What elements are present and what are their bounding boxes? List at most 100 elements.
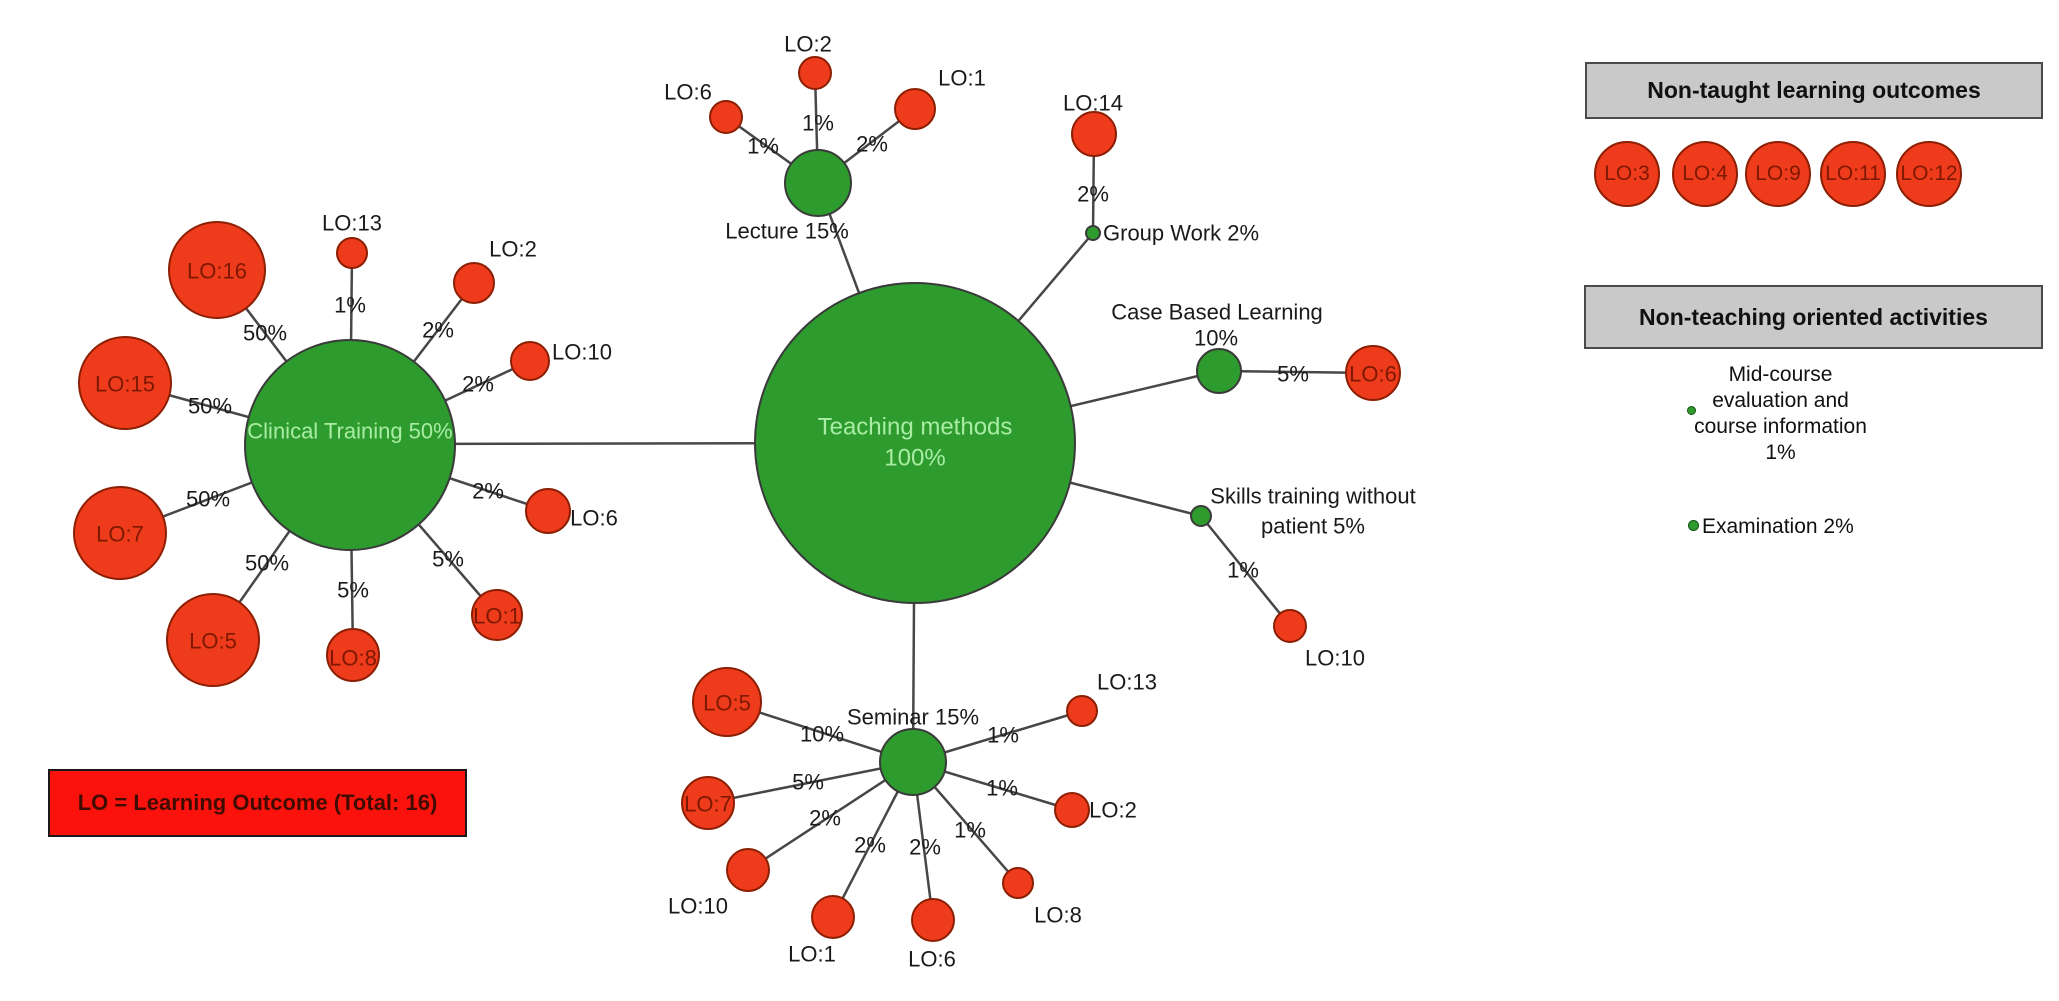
legend-box: LO = Learning Outcome (Total: 16) (48, 769, 467, 837)
lo-node (798, 56, 832, 90)
percent-label: 50% (188, 394, 232, 419)
percent-label: 50% (245, 551, 289, 576)
lo-label: LO:14 (1063, 91, 1123, 116)
lo-label: LO:10 (668, 894, 728, 919)
percent-label: 1% (747, 134, 779, 159)
teaching-methods-pct: 100% (884, 445, 945, 472)
examination-label: Examination 2% (1702, 515, 1854, 538)
lo-node (168, 221, 266, 319)
non-taught-lo-circle: LO:12 (1896, 141, 1962, 207)
node-seminar (879, 728, 947, 796)
lo-label: LO:13 (322, 211, 382, 236)
lo-node (811, 895, 855, 939)
lo-label: LO:5 (189, 629, 237, 654)
lo-label: LO:2 (784, 32, 832, 57)
percent-label: 1% (1227, 558, 1259, 583)
lo-node (510, 341, 550, 381)
lo-node (73, 486, 167, 580)
lo-label: LO:1 (938, 66, 986, 91)
lo-label: LO:6 (1349, 362, 1397, 387)
lo-label: LO:5 (703, 691, 751, 716)
lo-node (453, 262, 495, 304)
non-teaching-title: Non-teaching oriented activities (1639, 303, 1988, 330)
mid-course-label: Mid-course evaluation and course informa… (1663, 362, 1898, 466)
non-taught-lo-circle: LO:3 (1594, 141, 1660, 207)
lo-label: LO:15 (95, 372, 155, 397)
lo-label: LO:12 (1900, 162, 1958, 185)
percent-label: 1% (954, 818, 986, 843)
lo-node (726, 848, 770, 892)
skills-label: Skills training without (1210, 484, 1415, 509)
skills-pct: patient 5% (1261, 514, 1365, 539)
case-based-label: Case Based Learning (1111, 300, 1323, 325)
node-teaching-methods (754, 282, 1076, 604)
lo-node (1066, 695, 1098, 727)
mid-course-dot (1687, 406, 1696, 415)
node-clinical-training (244, 339, 456, 551)
lo-label: LO:16 (187, 259, 247, 284)
percent-label: 1% (987, 723, 1019, 748)
node-lecture (784, 149, 852, 217)
lo-label: LO:1 (473, 604, 521, 629)
lo-label: LO:3 (1604, 162, 1650, 185)
clinical-training-label: Clinical Training 50% (247, 419, 452, 444)
teaching-methods-label: Teaching methods (818, 414, 1013, 441)
percent-label: 2% (462, 372, 494, 397)
percent-label: 2% (856, 132, 888, 157)
lo-label: LO:13 (1097, 670, 1157, 695)
lo-label: LO:2 (1089, 798, 1137, 823)
lo-label: LO:2 (489, 237, 537, 262)
lo-label: LO:6 (570, 506, 618, 531)
lo-label: LO:7 (684, 792, 732, 817)
lo-node (1345, 345, 1401, 401)
mid-course-line: 1% (1765, 441, 1796, 464)
node-case-based-learning (1196, 348, 1242, 394)
percent-label: 2% (422, 318, 454, 343)
lo-label: LO:10 (552, 340, 612, 365)
lo-node (336, 237, 368, 269)
node-skills-training (1190, 505, 1212, 527)
percent-label: 1% (802, 111, 834, 136)
lo-node (78, 336, 172, 430)
lo-label: LO:9 (1755, 162, 1801, 185)
mid-course-line: evaluation and (1712, 389, 1849, 412)
lo-label: LO:11 (1825, 162, 1881, 185)
lo-node (471, 589, 523, 641)
percent-label: 50% (243, 321, 287, 346)
percent-label: 2% (472, 479, 504, 504)
mid-course-line: course information (1694, 415, 1867, 438)
lo-node (692, 667, 762, 737)
non-taught-title: Non-taught learning outcomes (1647, 77, 1981, 103)
percent-label: 1% (334, 293, 366, 318)
lo-node (894, 88, 936, 130)
lo-label: LO:10 (1305, 646, 1365, 671)
non-taught-lo-circle: LO:4 (1672, 141, 1738, 207)
edges-lecture (725, 72, 917, 444)
lo-node (681, 776, 735, 830)
lo-node (1273, 609, 1307, 643)
percent-label: 2% (909, 835, 941, 860)
lo-node (911, 898, 955, 942)
lo-node (166, 593, 260, 687)
non-taught-header: Non-taught learning outcomes (1585, 62, 2043, 119)
percent-label: 2% (854, 833, 886, 858)
percent-label: 5% (1277, 362, 1309, 387)
percent-label: 5% (792, 770, 824, 795)
case-based-pct: 10% (1194, 326, 1238, 351)
percent-label: 5% (432, 547, 464, 572)
seminar-label: Seminar 15% (847, 705, 979, 730)
lo-label: LO:1 (788, 942, 836, 967)
non-teaching-header: Non-teaching oriented activities (1584, 285, 2043, 349)
examination-dot (1688, 520, 1699, 531)
lo-node (1054, 792, 1090, 828)
percent-label: 50% (186, 487, 230, 512)
lo-node (1071, 111, 1117, 157)
percent-label: 2% (809, 806, 841, 831)
percent-label: 10% (800, 722, 844, 747)
lo-node (525, 488, 571, 534)
node-group-work (1085, 225, 1101, 241)
group-work-label: Group Work 2% (1103, 221, 1259, 246)
percent-label: 5% (337, 578, 369, 603)
